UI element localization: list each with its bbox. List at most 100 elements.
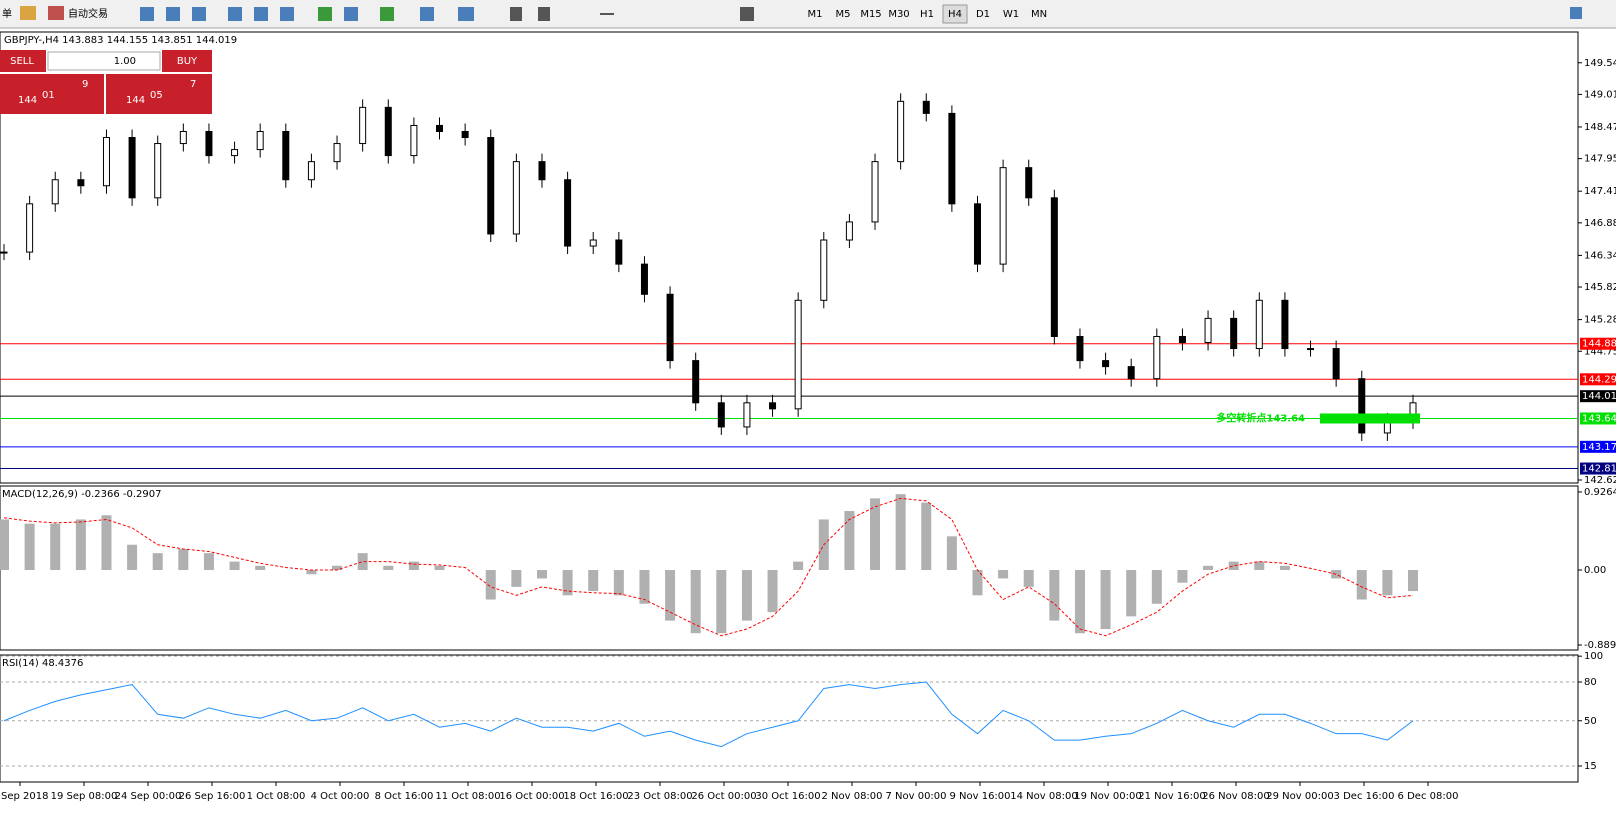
x-tick-label: 29 Nov 00:00 xyxy=(1266,791,1333,802)
icon[interactable] xyxy=(458,7,474,21)
y-tick-label: 146.885 xyxy=(1584,218,1616,229)
x-tick-label: 11 Oct 08:00 xyxy=(435,791,500,802)
x-tick-label: 21 Nov 16:00 xyxy=(1138,791,1205,802)
macd-bar xyxy=(1254,561,1265,571)
buy-label[interactable]: BUY xyxy=(177,56,198,67)
timeframe[interactable]: H4 xyxy=(948,9,962,20)
lot[interactable]: 1.00 xyxy=(114,56,136,67)
buy-price-pip: 7 xyxy=(190,79,196,90)
candle xyxy=(794,299,802,410)
timeframe[interactable]: H1 xyxy=(920,9,934,20)
price-level-label: 143.170 xyxy=(1582,442,1616,453)
timeframe[interactable]: M15 xyxy=(860,9,881,20)
icon[interactable] xyxy=(344,7,358,21)
x-tick-label: 9 Nov 16:00 xyxy=(949,791,1010,802)
candle xyxy=(461,130,469,139)
icon[interactable] xyxy=(20,6,36,20)
icon[interactable] xyxy=(600,13,614,15)
sell-button[interactable] xyxy=(0,50,46,72)
macd-bar xyxy=(178,548,189,571)
macd-bar xyxy=(536,570,547,579)
price-level-tag xyxy=(1580,337,1616,350)
macd-bar xyxy=(434,565,445,571)
candle xyxy=(1127,366,1135,380)
sell-price-box[interactable] xyxy=(0,74,104,114)
x-tick-label: 3 Dec 16:00 xyxy=(1334,791,1395,802)
candle xyxy=(51,179,59,205)
macd-bar xyxy=(716,570,727,634)
macd-bar xyxy=(1356,570,1367,600)
macd-bar xyxy=(639,570,650,604)
macd-bar xyxy=(203,553,214,571)
candle xyxy=(1230,317,1238,350)
macd-bar xyxy=(127,544,138,571)
y-tick-label: 145.280 xyxy=(1584,315,1616,326)
icon[interactable] xyxy=(318,7,332,21)
macd-bar xyxy=(1203,565,1214,571)
x-tick-label: 26 Nov 08:00 xyxy=(1202,791,1269,802)
macd-bar xyxy=(588,570,599,592)
macd-bar xyxy=(306,570,317,575)
timeframes: M1 M5 M15 M30 H1 H4 D1 W1 MN xyxy=(808,4,1047,24)
x-tick-label: 6 Dec 08:00 xyxy=(1398,791,1459,802)
sell-price-main: 01 xyxy=(42,90,55,101)
candle xyxy=(948,112,956,205)
candle xyxy=(1255,299,1263,350)
candle xyxy=(0,251,8,254)
macd-bar xyxy=(1177,570,1188,583)
macd-bar xyxy=(1382,570,1393,596)
search-icon[interactable] xyxy=(1570,7,1582,19)
y-tick-label: 80 xyxy=(1584,677,1597,688)
menu-fragment: 单 xyxy=(2,8,12,20)
x-tick-label: 16 Oct 00:00 xyxy=(499,791,564,802)
timeframe[interactable]: MN xyxy=(1031,9,1047,20)
panel-frame xyxy=(0,31,1579,484)
candle xyxy=(231,149,239,157)
macd-bar xyxy=(793,561,804,571)
x-tick-label: 19 Nov 00:00 xyxy=(1074,791,1141,802)
sell-label[interactable]: SELL xyxy=(10,56,34,67)
price-level-label: 144.880 xyxy=(1582,339,1616,350)
timeframe[interactable]: W1 xyxy=(1003,9,1019,20)
y-tick-label: 147.410 xyxy=(1584,186,1616,197)
icon[interactable] xyxy=(192,7,206,21)
icon[interactable] xyxy=(380,7,394,21)
buy-button[interactable] xyxy=(162,50,212,72)
icon[interactable] xyxy=(510,7,522,21)
y-tick-label: 147.950 xyxy=(1584,154,1616,165)
macd-bar xyxy=(998,570,1009,579)
icon[interactable] xyxy=(538,7,550,21)
icon[interactable] xyxy=(280,7,294,21)
timeframe[interactable]: D1 xyxy=(976,9,990,20)
auto-trade-icon[interactable] xyxy=(48,6,64,20)
candle xyxy=(1025,167,1033,199)
candle xyxy=(666,293,674,362)
timeframe[interactable]: M5 xyxy=(836,9,851,20)
price-level-label: 142.810 xyxy=(1582,464,1616,475)
x-tick-label: 19 Sep 08:00 xyxy=(51,791,118,802)
auto-trade[interactable]: 自动交易 xyxy=(68,7,108,20)
candle xyxy=(589,239,597,247)
icon[interactable] xyxy=(740,7,754,21)
icon[interactable] xyxy=(420,7,434,21)
toolbar xyxy=(0,0,1616,28)
candle xyxy=(77,179,85,187)
y-tick-label: 148.475 xyxy=(1584,122,1616,133)
price-level-label: 144.019 xyxy=(1582,391,1616,402)
candle xyxy=(820,239,828,301)
y-tick-label: 100 xyxy=(1584,651,1603,662)
icon[interactable] xyxy=(140,7,154,21)
candle xyxy=(769,402,777,410)
macd-bar xyxy=(1331,570,1342,579)
lot-box[interactable] xyxy=(47,51,161,71)
timeframe[interactable]: M1 xyxy=(808,9,823,20)
timeframe[interactable]: M30 xyxy=(888,9,909,20)
marker-bar xyxy=(1320,413,1420,424)
icon[interactable] xyxy=(166,7,180,21)
macd-bar xyxy=(50,523,61,571)
buy-price-box[interactable] xyxy=(106,74,212,114)
macd-bar xyxy=(921,502,932,571)
icon[interactable] xyxy=(228,7,242,21)
icon[interactable] xyxy=(254,7,268,21)
